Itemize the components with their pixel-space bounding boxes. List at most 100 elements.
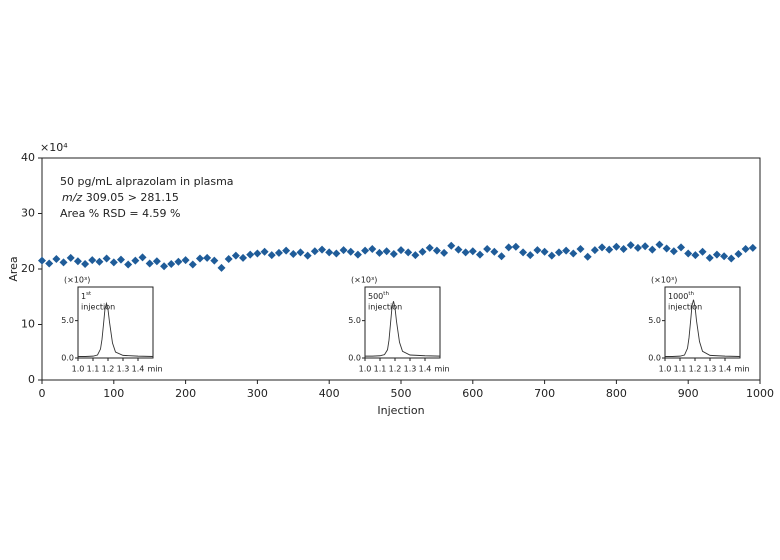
point <box>353 250 362 259</box>
inset-multiplier: (×10³) <box>351 276 377 285</box>
point <box>296 248 305 257</box>
x-axis-label: Injection <box>377 404 424 417</box>
point <box>483 245 492 254</box>
inset-frame <box>364 286 441 359</box>
inset-frame <box>664 286 741 359</box>
point <box>461 248 470 257</box>
y-tick-label: 30 <box>21 207 35 220</box>
point <box>511 242 520 251</box>
point <box>504 243 513 252</box>
point <box>748 243 757 252</box>
ordinal-suffix: th <box>383 291 389 297</box>
point <box>741 245 750 254</box>
point <box>533 246 542 255</box>
annotation: m/z 309.05 > 281.15 <box>62 191 179 204</box>
point <box>418 247 427 256</box>
point <box>38 256 46 265</box>
point <box>289 250 298 259</box>
y-tick-label: 0 <box>28 373 35 386</box>
point <box>619 245 628 254</box>
inset-frame <box>77 286 154 359</box>
point <box>432 246 441 255</box>
point <box>554 248 563 257</box>
point <box>698 247 707 256</box>
point <box>217 263 226 272</box>
point <box>95 257 104 266</box>
point <box>203 253 212 262</box>
point <box>382 247 391 256</box>
inset-x-unit: min <box>734 365 749 374</box>
x-tick-label: 0 <box>39 387 46 400</box>
inset-x-tick-label: 1.4 <box>719 365 732 374</box>
inset-multiplier: (×10³) <box>651 276 677 285</box>
point <box>239 253 248 262</box>
x-tick-label: 800 <box>606 387 627 400</box>
inset-caption: 1st <box>81 291 92 301</box>
point <box>447 241 456 250</box>
chromatogram-line <box>665 299 741 357</box>
point <box>210 256 219 265</box>
point <box>727 254 736 263</box>
point <box>397 246 405 255</box>
point <box>152 257 161 266</box>
point <box>705 253 714 262</box>
point <box>547 251 556 260</box>
point <box>81 260 90 269</box>
point <box>116 255 125 264</box>
y-tick-label: 10 <box>21 318 35 331</box>
point <box>684 249 693 258</box>
inset-x-tick-label: 1.2 <box>689 365 702 374</box>
ordinal: 1000 <box>668 292 688 301</box>
point <box>346 247 355 256</box>
point <box>325 248 334 257</box>
point <box>720 252 729 261</box>
point <box>655 240 664 249</box>
point <box>605 245 614 254</box>
inset-caption: injection <box>668 303 702 312</box>
point <box>576 245 585 254</box>
inset-caption: 500th <box>368 291 389 301</box>
point <box>188 260 197 269</box>
inset-x-tick-label: 1.1 <box>87 365 100 374</box>
point <box>425 243 434 252</box>
inset-x-tick-label: 1.0 <box>359 365 372 374</box>
point <box>440 248 449 257</box>
point <box>562 246 571 255</box>
inset-y-tick-label: 5.0 <box>348 316 361 325</box>
point <box>712 250 721 259</box>
point <box>124 260 133 269</box>
point <box>368 245 377 254</box>
x-tick-label: 400 <box>319 387 340 400</box>
point <box>66 253 75 262</box>
point <box>468 247 477 256</box>
point <box>195 254 204 263</box>
point <box>224 255 233 264</box>
inset-x-tick-label: 1.0 <box>72 365 85 374</box>
point <box>691 251 700 260</box>
point <box>332 249 341 258</box>
point <box>633 243 642 252</box>
inset-multiplier: (×10³) <box>64 276 90 285</box>
point <box>339 246 348 255</box>
inset-y-tick-label: 0.0 <box>61 354 74 363</box>
x-tick-label: 100 <box>103 387 124 400</box>
point <box>52 255 61 264</box>
inset-y-tick-label: 0.0 <box>348 354 361 363</box>
x-tick-label: 600 <box>462 387 483 400</box>
inset-caption: injection <box>81 303 115 312</box>
x-tick-label: 900 <box>678 387 699 400</box>
point <box>641 242 650 251</box>
chromatogram-line <box>365 301 441 357</box>
y-multiplier: ×10⁴ <box>40 141 68 154</box>
point <box>389 250 398 259</box>
y-tick-label: 20 <box>21 262 35 275</box>
point <box>253 249 262 258</box>
y-tick-label: 40 <box>21 151 35 164</box>
inset-x-unit: min <box>434 365 449 374</box>
annotation: Area % RSD = 4.59 % <box>60 207 181 220</box>
point <box>590 246 599 255</box>
inset-x-tick-label: 1.0 <box>659 365 672 374</box>
point <box>131 256 140 265</box>
ordinal: 500 <box>368 292 383 301</box>
y-axis-label: Area <box>7 256 20 281</box>
